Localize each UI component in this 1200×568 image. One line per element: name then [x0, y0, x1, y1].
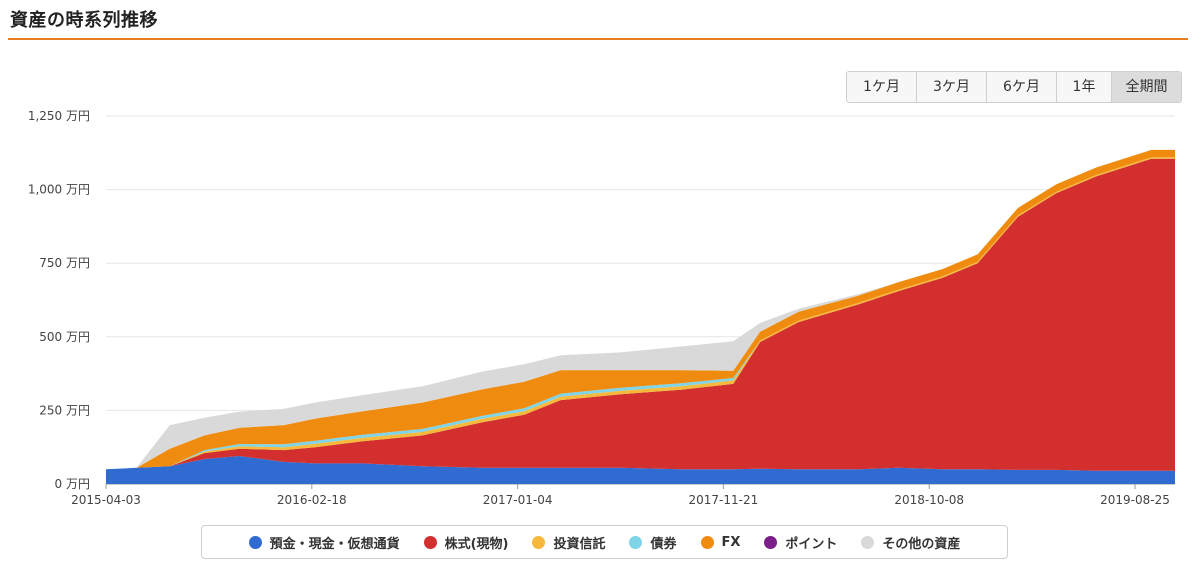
y-tick-label: 1,000 万円	[28, 183, 90, 197]
legend-dot	[248, 535, 262, 549]
x-tick-label: 2015-04-03	[71, 493, 141, 507]
legend-label: FX	[721, 534, 741, 550]
tab-6-months[interactable]: 6ケ月	[986, 72, 1056, 102]
tab-1-month[interactable]: 1ケ月	[847, 72, 916, 102]
legend-dot	[764, 535, 778, 549]
x-tick-label: 2019-08-25	[1100, 493, 1170, 507]
page-title: 資産の時系列推移	[10, 10, 158, 31]
y-tick-label: 1,250 万円	[28, 109, 90, 123]
tab-3-months[interactable]: 3ケ月	[916, 72, 986, 102]
legend-label: 債券	[650, 536, 677, 552]
legend-dot	[532, 535, 546, 549]
y-tick-label: 0 万円	[55, 477, 90, 491]
range-tabs: 1ケ月 3ケ月 6ケ月 1年 全期間	[846, 71, 1182, 103]
tab-1-year[interactable]: 1年	[1056, 72, 1111, 102]
area-series	[106, 158, 1175, 471]
legend-dot	[700, 535, 714, 549]
area-series	[106, 456, 1175, 484]
legend-label: 株式(現物)	[444, 536, 509, 552]
x-tick-label: 2016-02-18	[277, 493, 347, 507]
chart-legend: 預金・現金・仮想通貨 株式(現物) 投資信託 債券 FX ポイント その他の資産	[201, 525, 1008, 559]
y-tick-label: 750 万円	[39, 256, 90, 270]
legend-label: ポイント	[785, 536, 838, 552]
legend-label: その他の資産	[882, 536, 961, 552]
legend-item-points[interactable]: ポイント	[764, 533, 837, 552]
legend-dot	[861, 535, 875, 549]
x-tick-label: 2018-10-08	[894, 493, 964, 507]
area-layer	[106, 149, 1175, 484]
x-tick-label: 2017-11-21	[689, 493, 759, 507]
area-series	[106, 149, 1175, 470]
x-tick-label: 2017-01-04	[483, 493, 553, 507]
tab-all-period[interactable]: 全期間	[1111, 72, 1181, 102]
legend-dot	[423, 535, 437, 549]
legend-item-other[interactable]: その他の資産	[861, 533, 960, 552]
legend-item-funds[interactable]: 投資信託	[532, 533, 605, 552]
y-tick-label: 500 万円	[39, 330, 90, 344]
y-tick-label: 250 万円	[39, 403, 90, 417]
legend-label: 投資信託	[553, 536, 606, 552]
legend-item-stocks[interactable]: 株式(現物)	[423, 533, 509, 552]
legend-item-fx[interactable]: FX	[700, 534, 741, 550]
title-divider	[8, 38, 1188, 40]
legend-item-deposits[interactable]: 預金・現金・仮想通貨	[248, 533, 400, 552]
asset-area-chart: 0 万円 250 万円 500 万円 750 万円 1,000 万円 1,250 万円 20…	[28, 109, 1175, 507]
axis-layer: 0 万円 250 万円 500 万円 750 万円 1,000 万円 1,250 万円 20…	[28, 109, 1170, 507]
legend-label: 預金・現金・仮想通貨	[269, 536, 400, 552]
legend-dot	[629, 535, 643, 549]
legend-item-bonds[interactable]: 債券	[629, 533, 677, 552]
